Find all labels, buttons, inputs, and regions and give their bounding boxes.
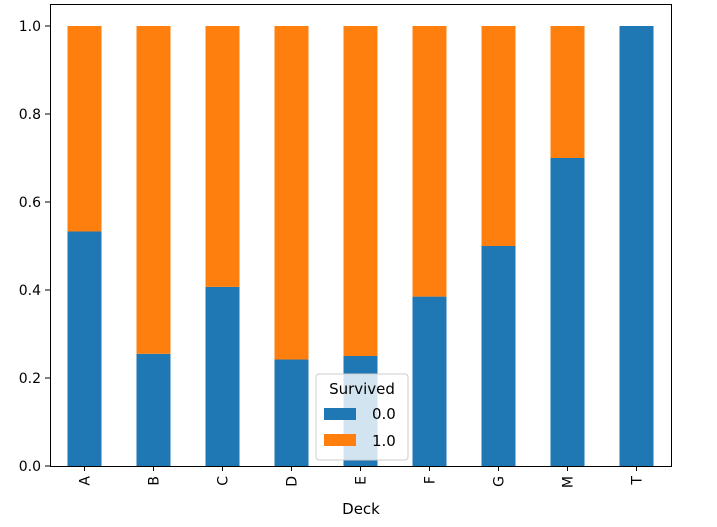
legend: Survived 0.0 1.0 bbox=[315, 373, 409, 461]
x-tick-label-C: C bbox=[216, 476, 232, 486]
bar-F-series-1 bbox=[412, 26, 447, 297]
bar-C-series-1 bbox=[205, 26, 240, 287]
x-tick-label-E: E bbox=[354, 476, 370, 485]
y-tick-label: 0.6 bbox=[19, 195, 41, 211]
legend-title: Survived bbox=[329, 380, 395, 398]
y-tick-label: 1.0 bbox=[19, 19, 41, 35]
bar-B-series-1 bbox=[136, 26, 171, 354]
bar-M-series-1 bbox=[550, 26, 585, 158]
bar-D-series-0 bbox=[274, 359, 309, 466]
bar-C-series-0 bbox=[205, 286, 240, 466]
bar-A-series-1 bbox=[67, 26, 102, 232]
x-tick-label-A: A bbox=[78, 476, 94, 486]
x-tick-label-T: T bbox=[630, 476, 646, 486]
legend-label-0: 0.0 bbox=[372, 405, 396, 423]
bar-B-series-0 bbox=[136, 353, 171, 466]
x-axis-title: Deck bbox=[342, 500, 380, 518]
y-tick-label: 0.2 bbox=[19, 371, 41, 387]
legend-swatch-1 bbox=[324, 434, 356, 446]
x-tick-label-F: F bbox=[423, 476, 439, 484]
bars-group bbox=[67, 26, 654, 466]
y-tick-label: 0.0 bbox=[19, 459, 41, 475]
bar-G-series-1 bbox=[481, 26, 516, 246]
bar-M-series-0 bbox=[550, 158, 585, 466]
x-tick-label-B: B bbox=[147, 476, 163, 486]
bar-T-series-0 bbox=[619, 26, 654, 466]
bar-G-series-0 bbox=[481, 246, 516, 466]
x-tick-label-M: M bbox=[561, 476, 577, 488]
bar-D-series-1 bbox=[274, 26, 309, 360]
legend-swatch-0 bbox=[324, 408, 356, 420]
y-tick-label: 0.8 bbox=[19, 107, 41, 123]
y-tick-label: 0.4 bbox=[19, 283, 41, 299]
bar-F-series-0 bbox=[412, 296, 447, 466]
legend-label-1: 1.0 bbox=[372, 432, 396, 450]
bar-E-series-1 bbox=[343, 26, 378, 356]
y-axis: 0.0 0.2 0.4 0.6 0.8 1.0 bbox=[19, 19, 50, 475]
x-tick-label-G: G bbox=[492, 476, 508, 487]
x-tick-label-D: D bbox=[285, 476, 301, 487]
bar-A-series-0 bbox=[67, 231, 102, 466]
